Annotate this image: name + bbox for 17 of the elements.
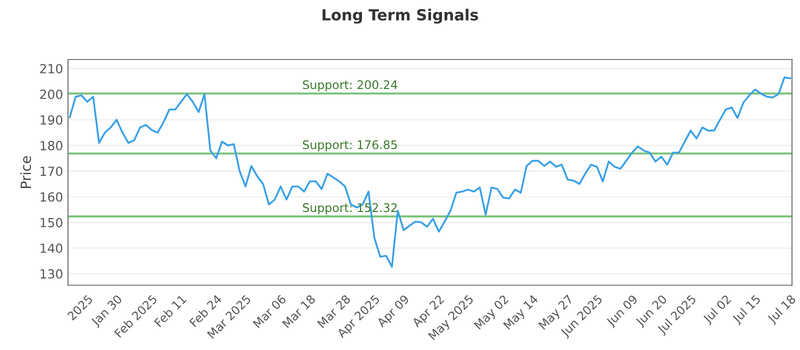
y-axis-title: Price — [20, 156, 32, 188]
y-tick-label: 140 — [40, 244, 62, 253]
x-tick-label: Jul 02 — [702, 294, 733, 326]
y-tick-label: 190 — [40, 115, 62, 125]
y-tick-label: 160 — [40, 192, 62, 202]
y-tick-label: 200 — [40, 90, 62, 100]
y-tick-label: 210 — [40, 64, 62, 74]
x-tick-label: Jul 15 — [731, 294, 762, 326]
x-tick-label: Jul 18 — [766, 294, 798, 326]
y-tick-label: 170 — [40, 166, 62, 176]
y-tick-label: 130 — [40, 269, 62, 279]
y-tick-label: 180 — [40, 140, 62, 150]
line-series — [68, 76, 792, 268]
y-tick-label: 150 — [40, 218, 62, 228]
ref-line-label: Support: 176.85 — [302, 140, 397, 152]
chart-title: Long Term Signals — [322, 8, 478, 24]
ref-line-label: Support: 200.24 — [302, 80, 398, 92]
